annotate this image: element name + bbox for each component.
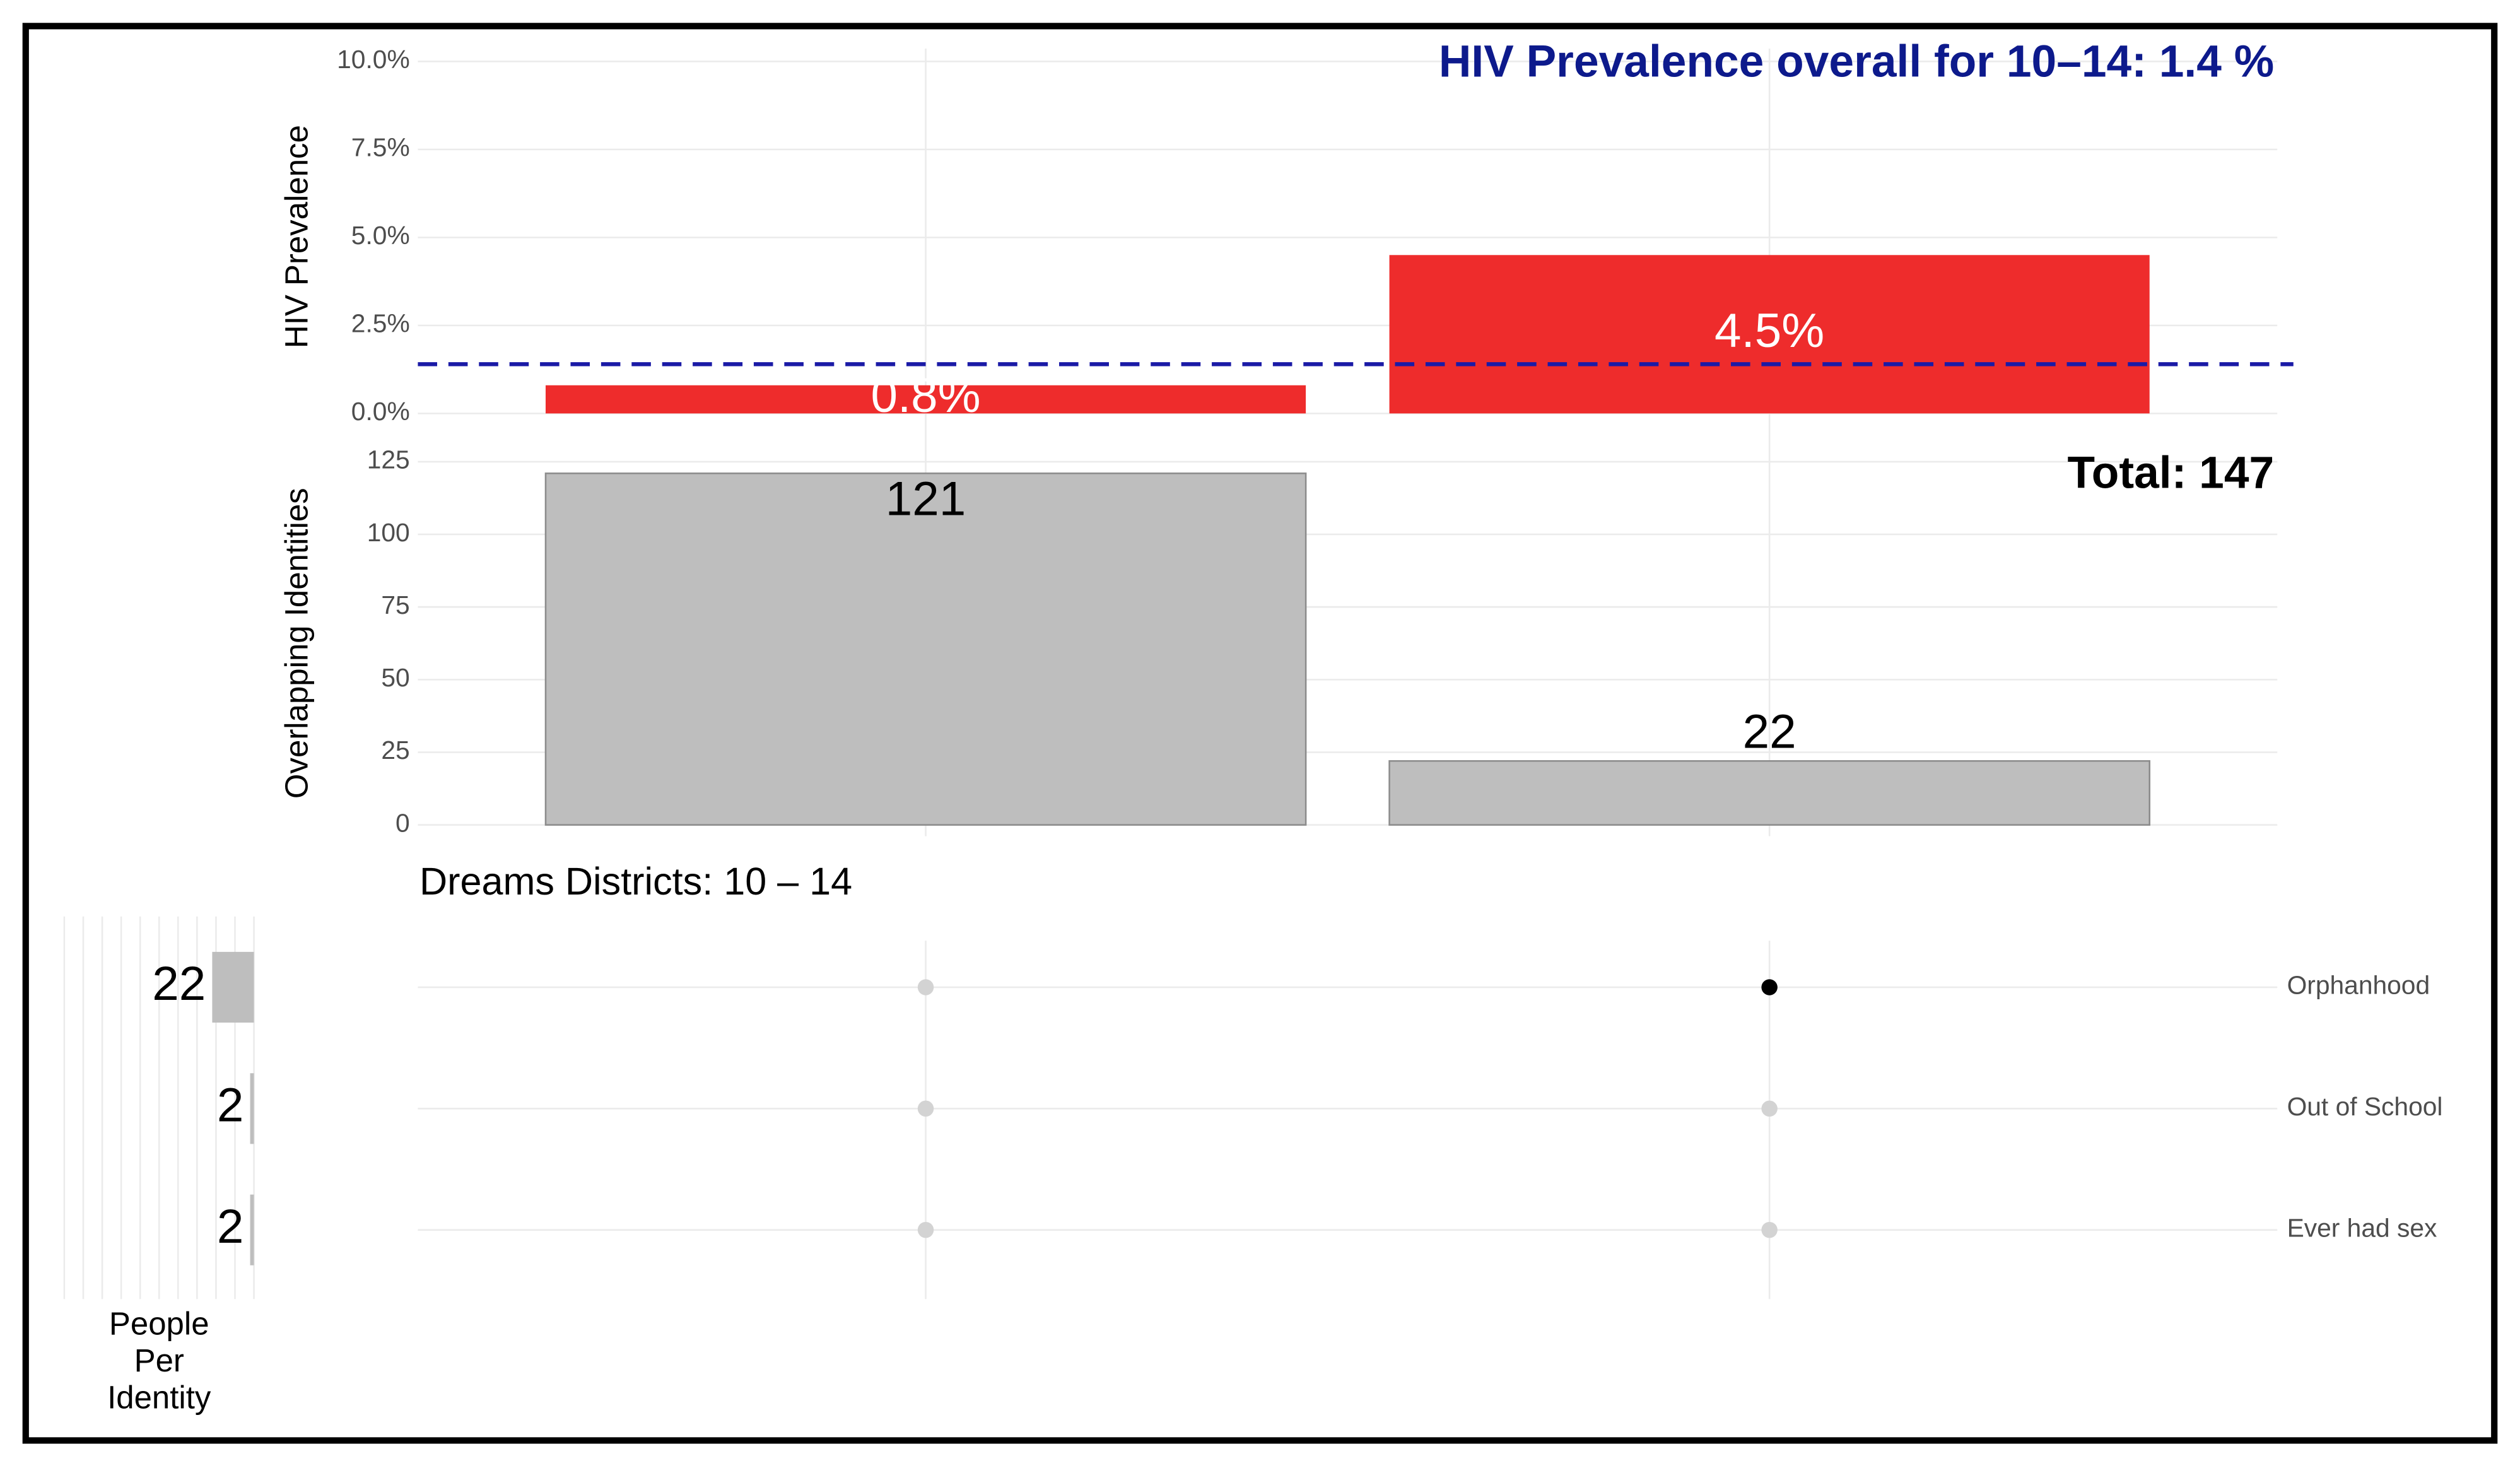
y-tick-label: 7.5% [351,133,410,162]
set-size-bar [212,951,254,1023]
x-axis-label-line: People [109,1306,209,1342]
matrix-dot [917,1221,934,1238]
set-label: Out of School [2287,1092,2443,1121]
y-tick-label: 0 [396,808,410,837]
y-tick-label: 50 [381,663,409,692]
y-axis-label: HIV Prevalence [278,125,314,348]
value-label: 4.5% [1714,304,1824,358]
matrix-dot [917,979,934,995]
bar [544,472,1307,826]
set-label: Orphanhood [2287,971,2430,1000]
chart-title: HIV Prevalence overall for 10–14: 1.4 % [1439,36,2274,86]
value-label: 121 [886,472,966,525]
set-size-label: 2 [217,1200,244,1253]
frame [22,23,2498,1444]
y-tick-label: 5.0% [351,221,410,250]
y-axis-label: Overlapping Identities [278,488,314,799]
bar [1389,255,2150,414]
set-label: Ever had sex [2287,1213,2437,1242]
x-axis-label: Dreams Districts: 10 – 14 [419,860,852,903]
x-axis-label-line: Per [134,1343,184,1379]
value-label: 22 [1743,705,1796,759]
matrix-dot [917,1100,934,1117]
matrix-dot [1761,1221,1778,1238]
bar [1388,760,2150,826]
annotation: Total: 147 [2068,448,2275,498]
y-tick-label: 100 [367,518,410,547]
value-label: 0.8% [870,369,980,423]
matrix-dot [1761,979,1778,995]
x-axis-label-line: Identity [107,1380,211,1416]
y-tick-label: 125 [367,445,410,474]
y-tick-label: 75 [381,590,409,619]
bar [545,385,1306,414]
y-tick-label: 10.0% [337,45,410,74]
set-size-label: 2 [217,1079,244,1132]
set-size-bar [250,1073,254,1144]
y-tick-label: 25 [381,736,409,765]
matrix-dot [1761,1100,1778,1117]
set-size-bar [250,1194,254,1265]
x-axis-label: People Per Identity [107,1306,211,1416]
y-tick-label: 0.0% [351,397,410,426]
y-tick-label: 2.5% [351,309,410,338]
set-size-label: 22 [152,957,206,1011]
